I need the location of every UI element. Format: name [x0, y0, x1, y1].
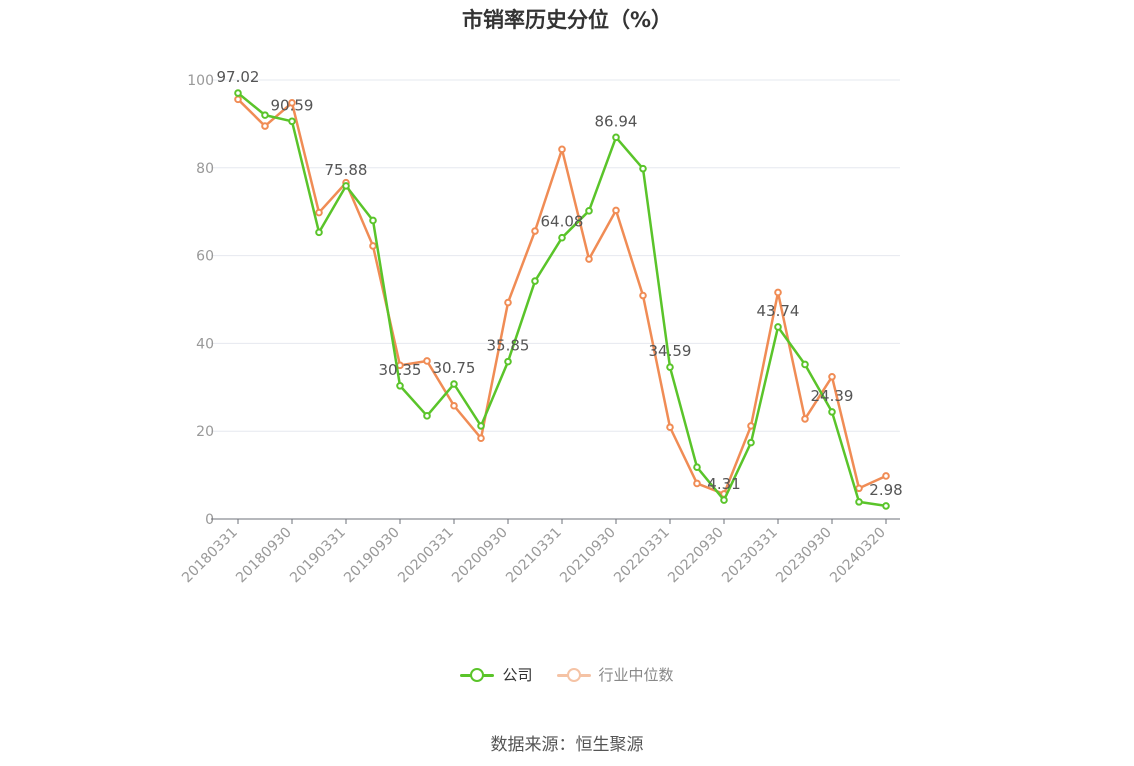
x-tick-label: 20210331: [503, 525, 565, 587]
x-tick-label: 20230331: [719, 525, 781, 587]
data-point-industry-median: [423, 357, 431, 365]
x-tick-label: 20180331: [179, 525, 241, 587]
data-label: 35.85: [487, 337, 530, 355]
data-point-industry-median: [450, 401, 458, 410]
data-label: 2.98: [869, 481, 902, 499]
data-point-company: [450, 380, 458, 388]
legend-label-industry-median: 行业中位数: [598, 666, 674, 684]
x-tick-label: 20240320: [827, 525, 889, 587]
x-tick-label: 20180930: [233, 525, 295, 587]
data-point-industry-median: [261, 122, 269, 130]
data-point-industry-median: [801, 415, 809, 423]
data-point-industry-median: [585, 255, 593, 263]
data-label: 75.88: [325, 161, 368, 179]
legend-swatch-industry-median: [556, 666, 591, 684]
data-point-company: [855, 498, 863, 506]
x-tick-label: 20190331: [287, 525, 349, 587]
x-tick-label: 20190930: [341, 525, 403, 587]
data-label: 86.94: [595, 112, 638, 130]
data-label: 30.35: [379, 361, 422, 379]
legend-item-industry-median[interactable]: 行业中位数: [556, 664, 674, 685]
data-point-company: [558, 233, 566, 242]
data-point-industry-median: [315, 208, 323, 217]
data-point-company: [477, 422, 485, 430]
data-point-company: [747, 438, 755, 447]
data-point-industry-median: [504, 298, 512, 307]
data-point-company: [423, 412, 431, 420]
data-label: 4.31: [707, 475, 740, 493]
data-point-industry-median: [693, 479, 701, 488]
data-point-company: [585, 207, 593, 215]
label-layer: 97.02 90.59 75.88 30.35 30.75 35.85 64.08 86.94…: [217, 68, 903, 499]
data-point-industry-median: [612, 206, 620, 215]
data-point-industry-median: [234, 95, 242, 104]
legend: 公司 行业中位数: [0, 664, 1134, 685]
data-point-company: [666, 363, 674, 371]
legend-swatch-company: [460, 666, 495, 684]
series-layer: [234, 89, 890, 510]
data-point-company: [612, 133, 620, 142]
data-point-industry-median: [477, 434, 485, 443]
y-tick-label: 0: [205, 512, 214, 528]
source-note: 数据来源：恒生聚源: [490, 735, 644, 755]
series-line-industry-median: [237, 98, 887, 496]
data-label: 90.59: [271, 96, 314, 114]
data-point-industry-median: [747, 422, 755, 430]
y-tick-label: 80: [196, 161, 214, 177]
data-label: 64.08: [541, 213, 584, 231]
data-label: 97.02: [217, 68, 260, 86]
data-point-industry-median: [828, 372, 836, 381]
x-tick-label: 20230930: [773, 525, 835, 587]
legend-label-company: 公司: [502, 666, 533, 684]
x-tick-label: 20200331: [395, 525, 457, 587]
data-point-industry-median: [558, 145, 566, 154]
data-point-industry-median: [855, 484, 863, 493]
x-tick-label: 20220331: [611, 525, 673, 587]
data-point-company: [288, 117, 296, 126]
data-point-industry-median: [639, 291, 647, 300]
data-point-industry-median: [666, 423, 674, 432]
data-label: 34.59: [649, 342, 692, 360]
y-tick-label: 40: [196, 336, 214, 352]
data-point-company: [261, 111, 269, 119]
x-tick-label: 20220930: [665, 525, 727, 587]
data-point-company: [369, 216, 377, 225]
data-label: 30.75: [433, 359, 476, 377]
data-point-company: [639, 164, 647, 173]
data-point-company: [234, 89, 242, 97]
chart-title: 市销率历史分位（%）: [461, 8, 673, 32]
data-label: 43.74: [757, 302, 800, 320]
y-tick-label: 60: [196, 249, 214, 265]
data-point-company: [882, 502, 890, 510]
data-point-company: [504, 357, 512, 366]
data-point-company: [801, 360, 809, 369]
data-point-company: [828, 408, 836, 416]
data-point-company: [396, 381, 404, 390]
y-tick-label: 100: [187, 73, 214, 89]
x-tick-label: 20210930: [557, 525, 619, 587]
data-point-industry-median: [369, 242, 377, 250]
data-point-industry-median: [882, 472, 890, 480]
data-label: 24.39: [811, 387, 854, 405]
data-point-industry-median: [774, 288, 782, 297]
data-point-company: [693, 463, 701, 471]
x-tick-label: 20200930: [449, 525, 511, 587]
axis-layer: 0 20 40 60 80 100 2018033120180930201903312019…: [179, 73, 900, 586]
data-point-company: [531, 277, 539, 285]
data-point-company: [342, 182, 350, 190]
legend-item-company[interactable]: 公司: [460, 664, 533, 685]
y-tick-label: 20: [196, 424, 214, 440]
data-point-industry-median: [531, 227, 539, 235]
data-point-company: [720, 496, 728, 504]
data-point-company: [774, 323, 782, 331]
data-point-company: [315, 228, 323, 237]
series-line-company: [237, 92, 887, 508]
data-point-industry-median: [288, 99, 296, 107]
